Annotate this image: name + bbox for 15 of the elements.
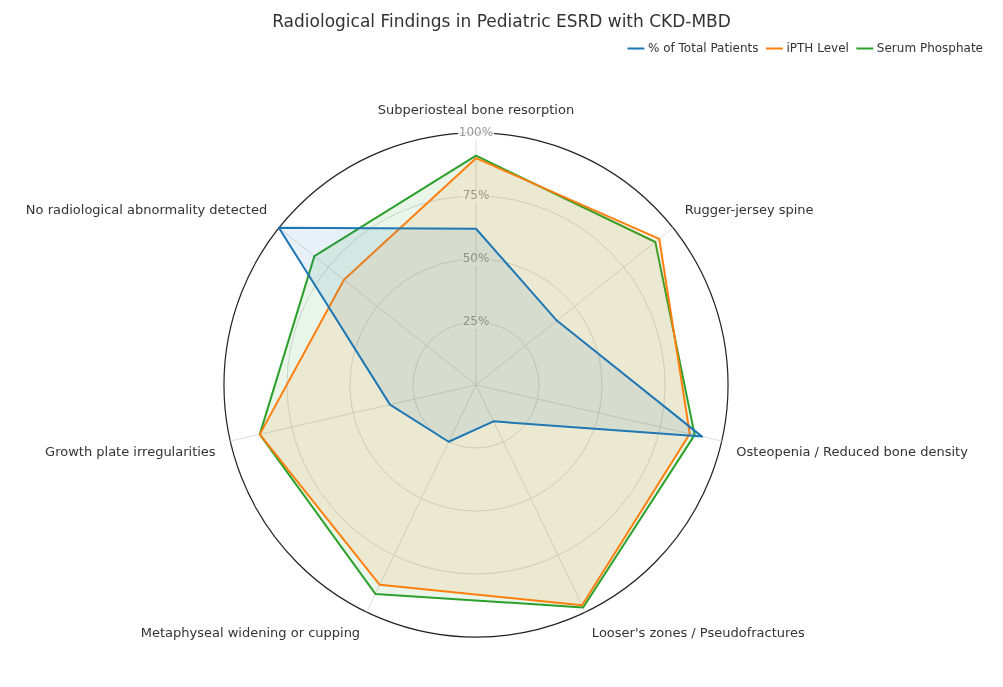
legend-label: % of Total Patients bbox=[647, 40, 759, 55]
chart-title: Radiological Findings in Pediatric ESRD with CKD-MBD bbox=[272, 10, 731, 31]
spoke-label: Metaphyseal widening or cupping bbox=[140, 624, 361, 640]
spoke-label: Looser's zones / Pseudofractures bbox=[591, 624, 806, 640]
legend-label: iPTH Level bbox=[786, 40, 849, 55]
spoke-label: Rugger-jersey spine bbox=[684, 202, 814, 218]
spoke-label: Subperiosteal bone resorption bbox=[377, 101, 575, 117]
spoke-label: Growth plate irregularities bbox=[45, 443, 216, 459]
y-tick-label: 50% bbox=[462, 251, 490, 266]
y-tick-label: 100% bbox=[458, 125, 494, 140]
spoke-label: No radiological abnormality detected bbox=[25, 202, 268, 218]
legend-label: Serum Phosphate bbox=[876, 40, 984, 55]
y-tick-label: 25% bbox=[462, 314, 490, 329]
spoke-label: Osteopenia / Reduced bone density bbox=[736, 443, 969, 459]
y-tick-label: 75% bbox=[462, 188, 490, 203]
